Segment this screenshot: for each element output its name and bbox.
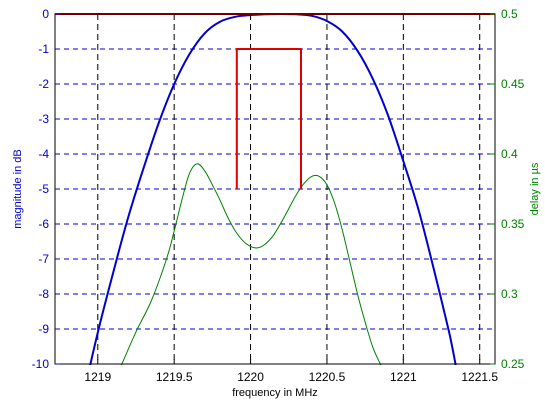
series-layer <box>55 13 495 365</box>
y-right-tick-label: 0.45 <box>501 77 525 91</box>
y-right-tick-label: 0.4 <box>501 147 518 161</box>
y-left-tick-label: -5 <box>38 182 49 196</box>
y-right-tick-label: 0.5 <box>501 7 518 21</box>
ticks-layer: 0 -1 -2 -3 -4 -5 -6 -7 -8 -9 -10 1219 1219.5 1220 1220… <box>32 7 525 384</box>
x-tick-label: 1220.5 <box>309 370 346 384</box>
y-left-tick-label: -9 <box>38 322 49 336</box>
y-left-tick-label: -7 <box>38 252 49 266</box>
x-tick-label: 1221.5 <box>461 370 498 384</box>
x-tick-label: 1219.5 <box>156 370 193 384</box>
y-right-tick-label: 0.35 <box>501 217 525 231</box>
y-axis-left-label: magnitude in dB <box>12 149 24 229</box>
y-left-tick-label: -1 <box>38 42 49 56</box>
x-tick-label: 1221 <box>390 370 417 384</box>
y-left-tick-label: -4 <box>38 147 49 161</box>
y-right-tick-label: 0.3 <box>501 287 518 301</box>
y-right-tick-label: 0.25 <box>501 357 525 371</box>
y-left-tick-label: -2 <box>38 77 49 91</box>
y-left-tick-label: -10 <box>32 357 50 371</box>
y-left-tick-label: 0 <box>42 7 49 21</box>
y-left-tick-label: -6 <box>38 217 49 231</box>
mask-passband-line <box>235 48 302 189</box>
x-axis-label: frequency in MHz <box>232 387 318 399</box>
delay-series-line <box>120 163 382 365</box>
y-axis-right-label: delay in µs <box>529 162 541 215</box>
y-left-tick-label: -3 <box>38 112 49 126</box>
x-tick-label: 1220 <box>237 370 264 384</box>
magnitude-series-line <box>89 13 457 365</box>
x-tick-label: 1219 <box>84 370 111 384</box>
grid <box>55 14 495 364</box>
y-left-tick-label: -8 <box>38 287 49 301</box>
